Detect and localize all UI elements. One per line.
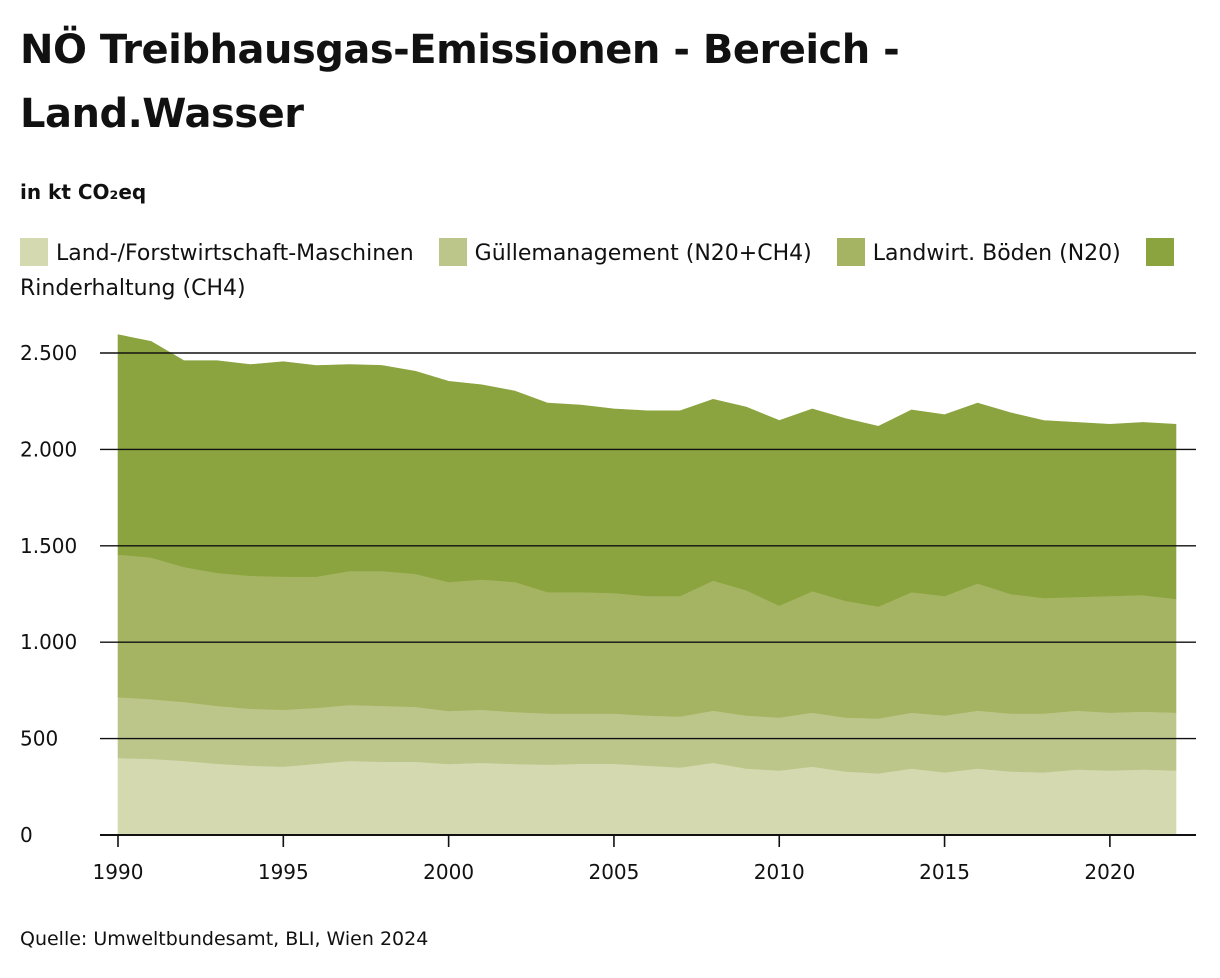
area-layers [117, 334, 1177, 836]
legend-swatch-rinder [1145, 238, 1174, 266]
chart-subtitle: in kt CO₂eq [20, 180, 147, 204]
x-tick-label: 1995 [258, 860, 309, 884]
legend-label-boeden: Landwirt. Böden (N20) [872, 241, 1121, 266]
x-tick-label: 2000 [423, 860, 474, 884]
x-tick-label: 2005 [588, 860, 639, 884]
x-tick-label: 2010 [754, 860, 805, 884]
legend-item-maschinen: Land-/Forstwirtschaft-Maschinen [20, 238, 414, 266]
legend-item-boeden: Landwirt. Böden (N20) [836, 238, 1121, 266]
y-tick-label: 500 [20, 727, 58, 751]
chart-title: NÖ Treibhausgas-Emissionen - Bereich - L… [20, 27, 900, 137]
legend-label-maschinen: Land-/Forstwirtschaft-Maschinen [56, 241, 414, 266]
source-note: Quelle: Umweltbundesamt, BLI, Wien 2024 [20, 928, 429, 950]
x-tick-label: 2015 [919, 860, 970, 884]
y-tick-label: 2.000 [20, 437, 77, 461]
legend-swatch-maschinen [20, 238, 48, 266]
legend-label-guelle: Güllemanagement (N20+CH4) [474, 241, 812, 266]
area-rinder [117, 334, 1177, 607]
legend-swatch-guelle [438, 238, 467, 266]
x-tick-label: 2020 [1084, 860, 1135, 884]
y-tick-label: 1.000 [20, 630, 77, 654]
legend-swatch-boeden [836, 238, 865, 266]
y-tick-label: 0 [20, 823, 33, 847]
legend-label-rinder: Rinderhaltung (CH4) [20, 276, 246, 301]
x-tick-label: 1990 [93, 860, 144, 884]
y-axis: 0 500 1.000 1.500 2.000 2.500 [20, 341, 77, 847]
chart-legend: Land-/Forstwirtschaft-Maschinen Gülleman… [20, 236, 1190, 306]
x-axis: 1990 1995 2000 2005 2010 2015 2020 [93, 835, 1135, 884]
legend-item-rinder: Rinderhaltung (CH4) [20, 238, 1182, 301]
legend-item-guelle: Güllemanagement (N20+CH4) [438, 238, 812, 266]
y-tick-label: 2.500 [20, 341, 77, 365]
y-tick-label: 1.500 [20, 534, 77, 558]
